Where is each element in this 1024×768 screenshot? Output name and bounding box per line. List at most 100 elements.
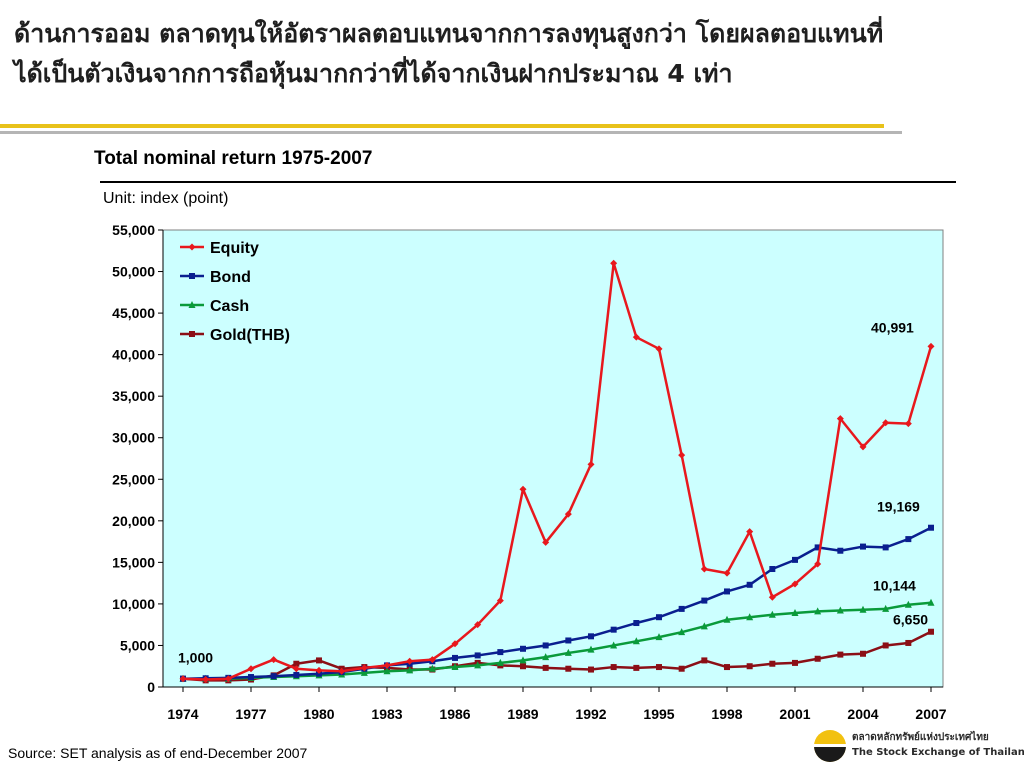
data-point-equity [474, 621, 482, 629]
data-point-bond [565, 637, 572, 644]
data-point-cash [700, 622, 708, 630]
data-point-bond [769, 566, 776, 573]
data-point-bond [542, 642, 549, 649]
y-tick-label: 50,000 [112, 264, 155, 280]
data-point-bond [452, 654, 458, 661]
data-point-gold-thb [565, 665, 572, 672]
data-point-equity [496, 597, 504, 605]
legend-marker-bond [189, 273, 195, 279]
data-point-equity [904, 420, 912, 428]
data-point-gold-thb [701, 657, 708, 664]
x-tick-label: 1998 [711, 706, 742, 722]
logo-text-english: The Stock Exchange of Thailand [852, 747, 1024, 758]
data-point-gold-thb [814, 655, 821, 662]
x-tick-label: 1986 [439, 706, 470, 722]
y-tick-label: 35,000 [112, 388, 155, 404]
data-point-bond [724, 588, 730, 595]
data-point-bond [905, 536, 912, 543]
data-point-gold-thb [610, 664, 617, 671]
data-point-cash [519, 656, 527, 664]
x-tick-label: 1983 [371, 706, 402, 722]
data-point-equity [542, 538, 550, 546]
data-point-bond [248, 674, 254, 681]
data-point-gold-thb [860, 650, 866, 657]
data-label: 10,144 [873, 578, 916, 594]
chart-title-rule [100, 181, 956, 183]
data-point-equity [428, 656, 436, 664]
data-point-bond [837, 547, 844, 554]
data-point-cash [768, 610, 776, 618]
data-point-bond [928, 524, 934, 531]
data-point-equity [360, 664, 368, 672]
y-tick-label: 40,000 [112, 347, 155, 363]
data-point-gold-thb [316, 657, 322, 664]
data-point-bond [474, 652, 481, 659]
slide-headline: ด้านการออม ตลาดทุนให้อัตราผลตอบแทนจากการ… [14, 14, 1014, 94]
data-point-equity [723, 569, 731, 577]
series-line-gold-thb [182, 630, 932, 682]
data-point-cash [904, 600, 912, 608]
logo-text-thai: ตลาดหลักทรัพย์แห่งประเทศไทย [852, 732, 989, 743]
data-point-cash [428, 664, 436, 672]
headline-divider [0, 124, 884, 128]
data-point-equity [315, 666, 323, 674]
legend-label-bond: Bond [210, 269, 251, 286]
data-point-equity [383, 661, 391, 669]
data-point-cash [859, 605, 867, 613]
y-tick-label: 0 [147, 679, 155, 695]
data-point-cash [542, 653, 550, 661]
data-point-equity [655, 345, 663, 353]
data-point-gold-thb [520, 663, 526, 670]
legend-label-gold-thb: Gold(THB) [210, 327, 290, 344]
headline-line-2: ได้เป็นตัวเงินจากการถือหุ้นมากกว่าที่ได้… [14, 59, 733, 88]
data-point-equity [292, 665, 300, 673]
legend-marker-equity [188, 243, 196, 251]
data-point-cash [632, 637, 640, 645]
x-tick-label: 2001 [779, 706, 810, 722]
data-point-cash [927, 598, 935, 606]
data-point-equity [882, 419, 890, 427]
data-point-bond [814, 544, 821, 551]
data-point-equity [224, 675, 232, 683]
chart-title: Total nominal return 1975-2007 [94, 148, 373, 169]
legend-marker-gold-thb [189, 331, 195, 337]
data-point-bond [656, 614, 662, 621]
data-point-gold-thb [633, 664, 640, 671]
data-point-cash [496, 658, 504, 666]
data-point-equity [927, 342, 935, 350]
data-point-cash [451, 663, 459, 671]
data-point-equity [270, 656, 278, 664]
series-line-equity [182, 261, 933, 681]
x-tick-label: 2007 [915, 706, 946, 722]
data-point-gold-thb [792, 659, 798, 666]
data-point-bond [678, 605, 685, 612]
data-point-gold-thb [542, 664, 549, 671]
unit-label: Unit: index (point) [103, 190, 229, 207]
data-point-cash [383, 667, 391, 675]
data-point-bond [633, 620, 640, 627]
data-point-equity [678, 451, 686, 459]
data-point-equity [859, 443, 867, 451]
source-note: Source: SET analysis as of end-December … [8, 745, 308, 761]
data-point-equity [791, 580, 799, 588]
data-point-gold-thb [293, 660, 300, 667]
plot-area [162, 229, 944, 688]
data-label: 40,991 [871, 319, 914, 335]
y-tick-label: 45,000 [112, 305, 155, 321]
x-tick-label: 1995 [643, 706, 674, 722]
data-point-gold-thb [724, 664, 730, 671]
data-point-cash [610, 641, 618, 649]
data-point-equity [768, 593, 776, 601]
data-point-bond [746, 581, 753, 588]
data-point-cash [406, 666, 414, 674]
x-tick-label: 1989 [507, 706, 538, 722]
data-point-bond [588, 633, 594, 640]
data-point-cash [723, 615, 731, 623]
data-point-equity [179, 675, 187, 683]
data-point-gold-thb [928, 628, 934, 635]
data-point-gold-thb [769, 660, 776, 667]
data-point-cash [474, 661, 482, 669]
data-point-equity [564, 510, 572, 518]
data-point-bond [497, 649, 504, 656]
x-tick-label: 1974 [167, 706, 198, 722]
